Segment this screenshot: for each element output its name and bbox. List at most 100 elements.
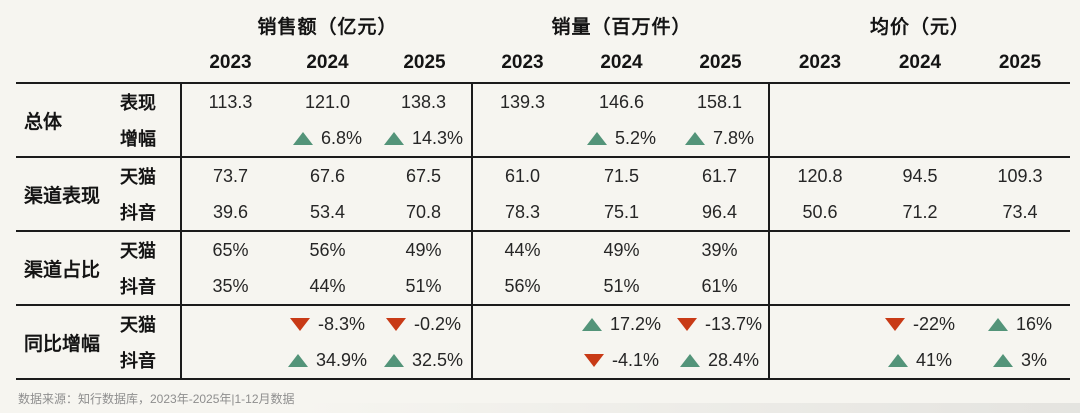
data-cell: 34.9% xyxy=(279,342,376,378)
data-cell: 113.3 xyxy=(182,84,279,120)
row-sub-label: 天猫 xyxy=(116,158,182,194)
year-header: 2023 xyxy=(209,52,252,73)
data-cell xyxy=(870,268,970,304)
data-cell: 75.1 xyxy=(572,194,671,230)
cell-value: -13.7% xyxy=(704,313,763,334)
data-cell xyxy=(182,120,279,156)
data-cell: 71.5 xyxy=(572,158,671,194)
data-cell xyxy=(770,120,870,156)
data-cell: 44% xyxy=(279,268,376,304)
data-cell: 138.3 xyxy=(376,84,473,120)
data-cell: 139.3 xyxy=(473,84,572,120)
data-cell: 121.0 xyxy=(279,84,376,120)
cell-value: 41% xyxy=(915,349,953,370)
column-group-title-volume: 销量（百万件） xyxy=(551,16,692,38)
data-cell: 120.8 xyxy=(770,158,870,194)
year-header: 2025 xyxy=(699,52,742,73)
cell-value: -0.2% xyxy=(413,313,462,334)
cell-value: 44% xyxy=(504,239,541,260)
year-header: 2024 xyxy=(306,52,349,73)
data-cell: -4.1% xyxy=(572,342,671,378)
column-group-title-sales: 销售额（亿元） xyxy=(257,16,398,38)
cell-value: 61.0 xyxy=(504,165,541,186)
cell-value: 158.1 xyxy=(696,91,743,112)
year-header: 2024 xyxy=(898,52,942,73)
data-cell xyxy=(970,84,1070,120)
data-cell: 65% xyxy=(182,232,279,268)
data-cell xyxy=(870,232,970,268)
data-cell xyxy=(970,232,1070,268)
cell-value: 138.3 xyxy=(400,91,447,112)
row-group-label: 渠道占比 xyxy=(24,259,101,281)
trend-triangle-icon xyxy=(287,353,308,367)
cell-value: 49% xyxy=(603,239,640,260)
data-cell: 78.3 xyxy=(473,194,572,230)
year-header: 2025 xyxy=(403,52,446,73)
cell-value: 16% xyxy=(1015,313,1053,334)
data-cell: 67.5 xyxy=(376,158,473,194)
data-cell: 70.8 xyxy=(376,194,473,230)
cell-value: 35% xyxy=(212,275,249,296)
trend-triangle-icon xyxy=(292,131,313,145)
row-group-label: 总体 xyxy=(24,111,63,133)
year-header: 2023 xyxy=(798,52,842,73)
row-sub-label: 抖音 xyxy=(116,194,182,230)
cell-value: 61.7 xyxy=(701,165,738,186)
trend-triangle-icon xyxy=(586,131,607,145)
row-group: 渠道占比 天猫 65% 56% xyxy=(16,230,1070,304)
data-cell: 6.8% xyxy=(279,120,376,156)
trend-triangle-icon xyxy=(581,317,602,331)
cell-value: 75.1 xyxy=(603,201,640,222)
cell-value: 56% xyxy=(504,275,541,296)
data-cell: 7.8% xyxy=(671,120,770,156)
row-sub-label: 抖音 xyxy=(116,268,182,304)
data-source-note: 数据来源：知行数据库，2023年-2025年|1-12月数据 xyxy=(18,392,295,406)
cell-value: 14.3% xyxy=(411,127,464,148)
cell-value: 6.8% xyxy=(320,127,363,148)
cell-value: 70.8 xyxy=(405,201,442,222)
column-group-title-price: 均价（元） xyxy=(869,16,970,38)
cell-value: 73.4 xyxy=(1002,201,1038,222)
cell-value: 61% xyxy=(701,275,738,296)
cell-value: 7.8% xyxy=(712,127,755,148)
data-cell: 28.4% xyxy=(671,342,770,378)
data-cell: 61.7 xyxy=(671,158,770,194)
data-cell: 94.5 xyxy=(870,158,970,194)
cell-value: -8.3% xyxy=(317,313,366,334)
data-cell: -13.7% xyxy=(671,306,770,342)
data-cell: 50.6 xyxy=(770,194,870,230)
cell-value: 50.6 xyxy=(802,201,838,222)
data-table: 销售额（亿元） 销量（百万件） 均价（元） 2023 2024 2025 202… xyxy=(16,6,1070,380)
data-cell: 51% xyxy=(376,268,473,304)
trend-triangle-icon xyxy=(684,131,705,145)
trend-triangle-icon xyxy=(383,353,404,367)
data-cell: -0.2% xyxy=(376,306,473,342)
row-group-label: 渠道表现 xyxy=(24,185,101,207)
cell-value: 39% xyxy=(701,239,738,260)
data-cell xyxy=(473,306,572,342)
cell-value: 94.5 xyxy=(902,165,938,186)
data-cell: 41% xyxy=(870,342,970,378)
row-group-label: 同比增幅 xyxy=(24,333,101,355)
cell-value: -4.1% xyxy=(611,349,660,370)
data-cell: 39% xyxy=(671,232,770,268)
trend-triangle-icon xyxy=(887,353,908,367)
trend-triangle-icon xyxy=(383,131,404,145)
data-cell: 158.1 xyxy=(671,84,770,120)
data-cell xyxy=(770,84,870,120)
row-sub-label: 天猫 xyxy=(116,232,182,268)
table-header: 销售额（亿元） 销量（百万件） 均价（元） 2023 2024 2025 202… xyxy=(16,6,1070,82)
data-cell xyxy=(970,268,1070,304)
data-cell xyxy=(770,232,870,268)
row-group: 同比增幅 天猫 -8.3% xyxy=(16,304,1070,378)
bottom-shade xyxy=(300,403,1080,413)
data-cell: 53.4 xyxy=(279,194,376,230)
data-cell: 146.6 xyxy=(572,84,671,120)
data-cell: 44% xyxy=(473,232,572,268)
data-cell: 109.3 xyxy=(970,158,1070,194)
row-group: 渠道表现 天猫 73.7 67.6 xyxy=(16,156,1070,230)
data-cell: -22% xyxy=(870,306,970,342)
data-cell: 39.6 xyxy=(182,194,279,230)
cell-value: 44% xyxy=(309,275,346,296)
